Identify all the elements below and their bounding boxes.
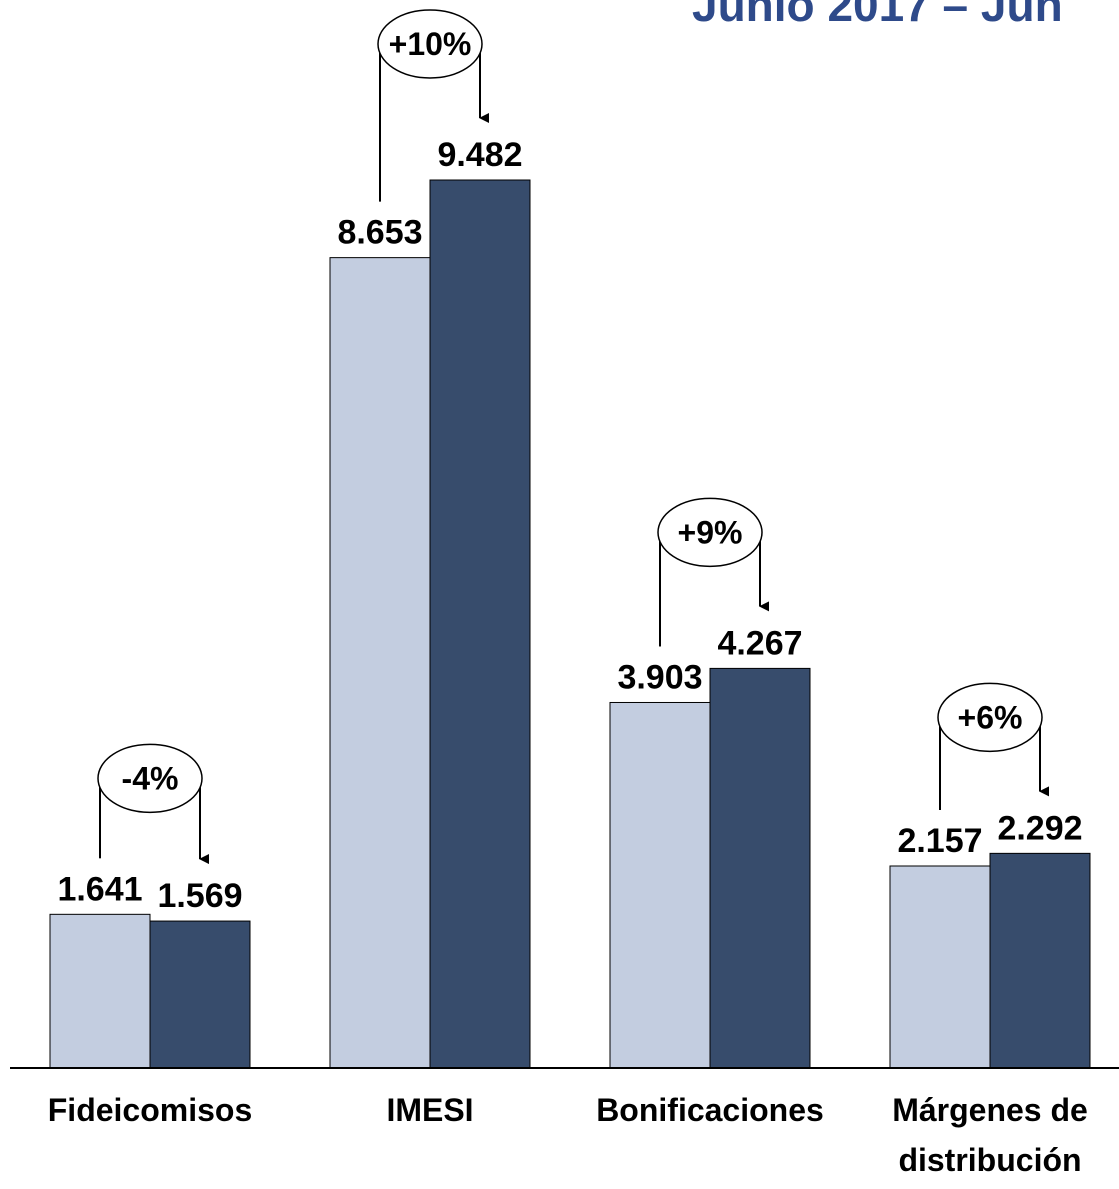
chart-title: Junio 2017 – Jun [692,0,1063,31]
bar-fideicomisos-series-1 [49,913,151,1069]
value-label-margenes-de-distribucion-series-1: 2.157 [897,822,982,860]
value-label-imesi-series-1: 8.653 [337,214,422,252]
category-label-imesi: IMESI [386,1092,473,1128]
bar-imesi-series-2 [429,179,531,1069]
change-label-bonificaciones: +9% [678,514,743,550]
category-label-margenes-de-distribucion-line-1: Márgenes de [892,1092,1088,1128]
change-bubble-margenes-de-distribucion [937,682,1043,753]
change-label-fideicomisos: -4% [122,760,179,796]
value-label-fideicomisos-series-2: 1.569 [157,877,242,915]
bar-bonificaciones-series-1 [609,701,711,1069]
bar-bonificaciones-series-2 [709,667,811,1069]
value-label-bonificaciones-series-1: 3.903 [617,658,702,696]
bar-imesi-series-1 [329,257,431,1069]
value-label-bonificaciones-series-2: 4.267 [717,624,802,662]
change-bubble-imesi [377,9,483,79]
value-label-fideicomisos-series-1: 1.641 [57,870,142,908]
category-label-fideicomisos: Fideicomisos [48,1092,253,1128]
bar-margenes-de-distribucion-series-2 [989,852,1091,1069]
change-bubble-fideicomisos [97,743,203,814]
bar-margenes-de-distribucion-series-1 [889,865,991,1069]
value-label-imesi-series-2: 9.482 [437,136,522,174]
change-label-imesi: +10% [389,26,472,62]
change-label-margenes-de-distribucion: +6% [958,699,1023,735]
value-label-margenes-de-distribucion-series-2: 2.292 [997,809,1082,847]
change-bubble-bonificaciones [657,497,763,568]
category-label-bonificaciones: Bonificaciones [596,1092,824,1128]
category-label-margenes-de-distribucion-line-2: distribución [898,1142,1081,1178]
bar-fideicomisos-series-2 [149,920,251,1069]
